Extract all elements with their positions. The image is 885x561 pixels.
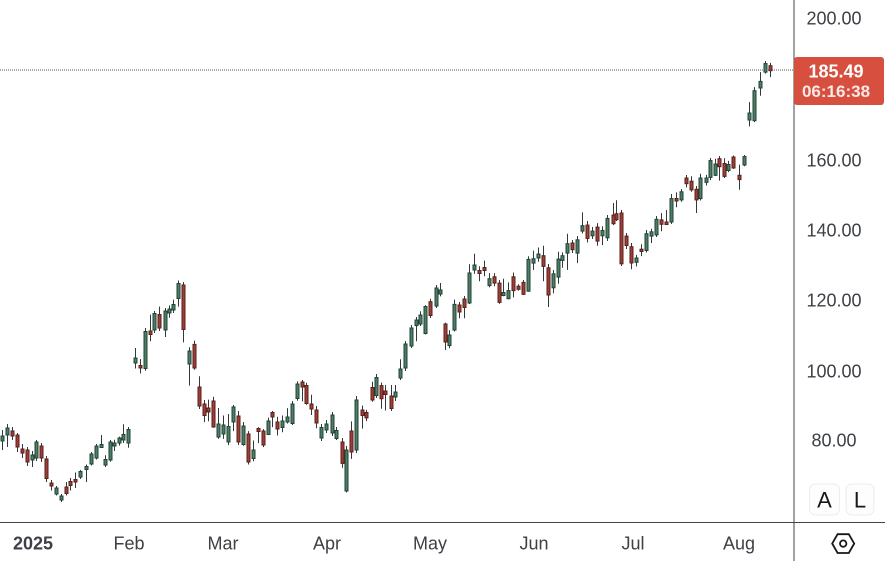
- svg-text:Aug: Aug: [723, 534, 755, 554]
- svg-text:200.00: 200.00: [806, 9, 861, 29]
- svg-text:120.00: 120.00: [806, 291, 861, 311]
- svg-text:06:16:38: 06:16:38: [802, 82, 870, 101]
- svg-text:Feb: Feb: [113, 534, 144, 554]
- svg-text:Jul: Jul: [621, 534, 644, 554]
- svg-text:160.00: 160.00: [806, 151, 861, 171]
- svg-text:May: May: [413, 534, 447, 554]
- svg-text:A: A: [817, 488, 832, 513]
- svg-text:100.00: 100.00: [806, 362, 861, 382]
- svg-text:L: L: [854, 488, 866, 513]
- svg-text:80.00: 80.00: [811, 431, 856, 451]
- svg-text:Apr: Apr: [313, 534, 341, 554]
- svg-text:2025: 2025: [13, 534, 53, 554]
- svg-text:Mar: Mar: [208, 534, 239, 554]
- svg-text:185.49: 185.49: [808, 62, 863, 82]
- svg-text:140.00: 140.00: [806, 221, 861, 241]
- svg-text:Jun: Jun: [519, 534, 548, 554]
